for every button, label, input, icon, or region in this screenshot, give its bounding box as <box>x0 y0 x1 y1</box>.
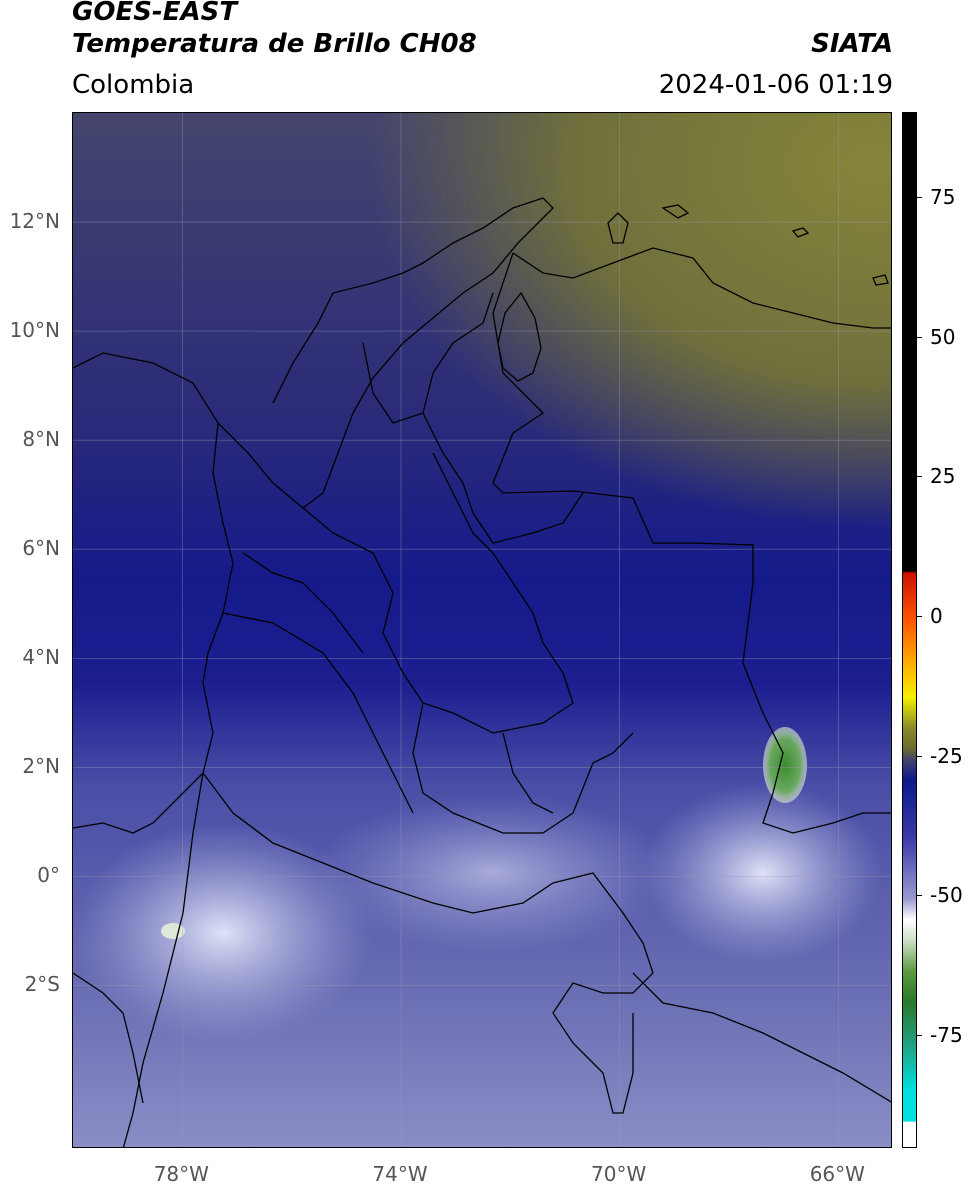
colorbar-ramp <box>903 113 916 1147</box>
country-border <box>73 422 234 834</box>
region-label: Colombia <box>72 70 195 100</box>
colorbar-tick-label: -75 <box>930 1023 963 1048</box>
colorbar-tick-label: 75 <box>930 184 956 209</box>
lat-tick-label: 2°N <box>22 754 60 779</box>
colorbar-tick <box>917 196 922 198</box>
country-border <box>202 772 654 1114</box>
colorbar-tick <box>917 755 922 757</box>
olive-field <box>213 113 891 693</box>
product-title: Temperatura de Brillo CH08 <box>72 29 477 59</box>
lat-tick-label: 10°N <box>9 318 60 343</box>
satellite-map[interactable] <box>72 112 892 1148</box>
timestamp-label: 2024-01-06 01:19 <box>658 70 893 100</box>
colorbar-tick-label: 50 <box>930 324 956 349</box>
lon-tick-label: 70°W <box>591 1162 647 1186</box>
lat-tick-label: 12°N <box>9 209 60 234</box>
country-border <box>122 772 204 1147</box>
department-border <box>502 732 554 814</box>
country-border <box>73 197 554 509</box>
cold-cloud <box>643 783 883 963</box>
lake-outline <box>497 291 542 382</box>
lat-tick-label: 0° <box>37 863 60 888</box>
lon-tick-label: 74°W <box>372 1162 428 1186</box>
cold-cloud <box>313 793 673 953</box>
colorbar-tick <box>917 336 922 338</box>
department-border <box>362 292 494 424</box>
map-canvas <box>73 113 891 1147</box>
graticule <box>73 113 891 1147</box>
lat-tick-label: 2°S <box>24 972 60 997</box>
colorbar-tick <box>917 895 922 897</box>
satellite-title: GOES-EAST <box>72 0 238 27</box>
island-outline <box>872 274 889 286</box>
department-border <box>412 702 634 834</box>
convective-core <box>763 727 807 803</box>
island-outline <box>661 204 690 219</box>
department-border <box>242 552 364 654</box>
colorbar-tick-label: -25 <box>930 743 963 768</box>
country-border <box>73 972 144 1104</box>
island-outline <box>607 212 629 244</box>
lat-tick-label: 4°N <box>22 645 60 670</box>
country-border <box>512 247 891 329</box>
colorbar-tick <box>917 616 922 618</box>
colorbar-tick-label: 0 <box>930 604 943 629</box>
country-border <box>492 252 891 834</box>
colorbar-canvas <box>903 113 916 1147</box>
colorbar-tick <box>917 476 922 478</box>
colorbar-tick-label: 25 <box>930 464 956 489</box>
organization-label: SIATA <box>811 29 893 59</box>
country-border <box>632 972 891 1103</box>
department-border <box>422 412 584 544</box>
colorbar-tick <box>917 1035 922 1037</box>
lat-tick-label: 6°N <box>22 536 60 561</box>
colorbar-tick-label: -50 <box>930 883 963 908</box>
department-border <box>222 612 414 814</box>
department-border <box>302 452 574 734</box>
lat-tick-label: 8°N <box>22 427 60 452</box>
colorbar <box>902 112 917 1148</box>
convective-core <box>161 923 185 939</box>
borders <box>73 197 891 1147</box>
lon-tick-label: 66°W <box>809 1162 865 1186</box>
lon-tick-label: 78°W <box>153 1162 209 1186</box>
island-outline <box>791 227 810 238</box>
cold-cloud <box>73 823 373 1043</box>
